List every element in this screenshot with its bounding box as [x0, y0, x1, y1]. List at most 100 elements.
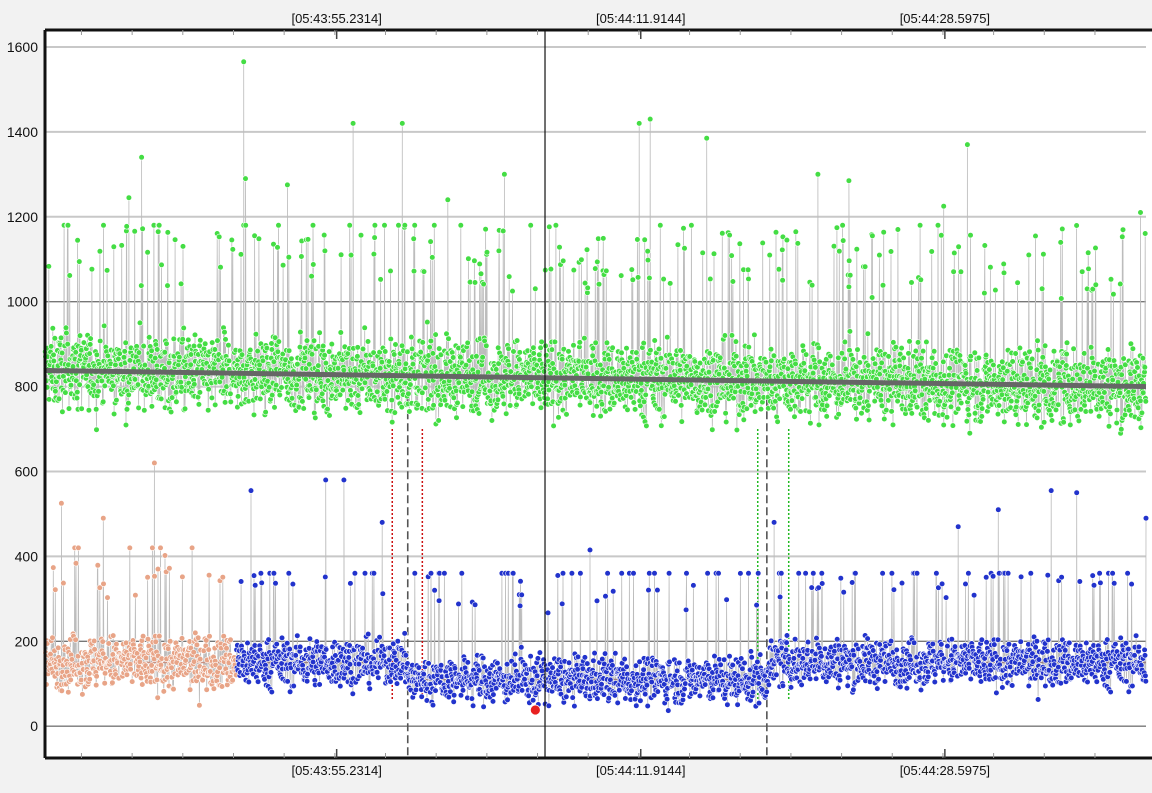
- series-0-point: [146, 335, 152, 341]
- series-0-point: [309, 352, 315, 358]
- series-0-point: [345, 351, 351, 357]
- series-0-point: [48, 344, 54, 350]
- series-0-point: [763, 359, 769, 365]
- series-0-point: [711, 251, 717, 257]
- series-0-point: [430, 351, 436, 357]
- series-0-point: [1140, 390, 1146, 396]
- series-0-point: [962, 363, 968, 369]
- series-2-point: [666, 708, 672, 714]
- series-0-point: [585, 371, 591, 377]
- series-2-point: [286, 571, 292, 577]
- series-0-point: [913, 348, 919, 354]
- series-0-point: [1121, 356, 1127, 362]
- series-0-point: [842, 339, 848, 345]
- series-0-point: [899, 345, 905, 351]
- series-0-point: [1142, 231, 1148, 237]
- series-0-point: [723, 419, 729, 425]
- series-2-point: [371, 571, 377, 577]
- series-0-point: [421, 269, 427, 275]
- series-0-point: [888, 249, 894, 255]
- series-2-point: [266, 637, 272, 643]
- series-0-point: [909, 411, 915, 417]
- series-0-point: [901, 355, 907, 361]
- series-0-point: [752, 332, 758, 338]
- series-1-point: [110, 680, 116, 686]
- series-0-point: [280, 262, 286, 268]
- series-1-point: [110, 633, 116, 639]
- series-0-point: [285, 182, 291, 188]
- series-0-point: [97, 338, 103, 344]
- series-0-point: [587, 400, 593, 406]
- series-0-point: [644, 423, 650, 429]
- series-0-point: [77, 382, 83, 388]
- series-2-point: [341, 477, 347, 483]
- series-1-point: [76, 545, 82, 551]
- series-0-point: [771, 353, 777, 359]
- series-0-point: [937, 399, 943, 405]
- series-1-point: [129, 679, 135, 685]
- series-0-point: [731, 395, 737, 401]
- series-0-point: [906, 351, 912, 357]
- series-2-point: [252, 583, 258, 589]
- series-0-point: [428, 338, 434, 344]
- series-1-point: [127, 545, 133, 551]
- series-0-point: [295, 361, 301, 367]
- series-0-point: [956, 244, 962, 250]
- series-0-point: [1034, 415, 1040, 421]
- series-0-point: [673, 399, 679, 405]
- series-0-point: [1035, 338, 1041, 344]
- series-0-point: [132, 229, 138, 235]
- series-0-point: [379, 359, 385, 365]
- series-0-point: [746, 344, 752, 350]
- series-0-point: [215, 338, 221, 344]
- series-0-point: [958, 400, 964, 406]
- series-0-point: [619, 350, 625, 356]
- series-0-point: [258, 396, 264, 402]
- series-0-point: [663, 366, 669, 372]
- series-0-point: [743, 368, 749, 374]
- series-0-point: [834, 225, 840, 231]
- series-0-point: [99, 378, 105, 384]
- series-2-point: [271, 571, 277, 577]
- series-1-point: [187, 687, 193, 693]
- series-0-point: [251, 412, 257, 418]
- series-0-point: [866, 417, 872, 423]
- series-0-point: [1013, 351, 1019, 357]
- series-0-point: [1120, 234, 1126, 240]
- series-0-point: [46, 397, 52, 403]
- series-0-point: [75, 389, 81, 395]
- series-0-point: [365, 339, 371, 345]
- series-0-point: [94, 427, 100, 433]
- series-2-point: [490, 699, 496, 705]
- series-2-point: [480, 655, 486, 661]
- series-0-point: [893, 344, 899, 350]
- series-0-point: [1026, 252, 1032, 258]
- series-0-point: [263, 409, 269, 415]
- series-0-point: [388, 336, 394, 342]
- series-0-point: [803, 352, 809, 358]
- series-0-point: [1143, 399, 1149, 405]
- series-0-point: [843, 366, 849, 372]
- series-0-point: [355, 345, 361, 351]
- series-0-point: [77, 333, 83, 339]
- series-0-point: [166, 360, 172, 366]
- series-0-point: [556, 415, 562, 421]
- series-0-point: [408, 382, 414, 388]
- series-2-point: [268, 670, 274, 676]
- series-0-point: [1086, 266, 1092, 272]
- series-0-point: [720, 231, 726, 237]
- series-0-point: [598, 413, 604, 419]
- series-0-point: [119, 243, 125, 249]
- series-2-point: [392, 650, 398, 656]
- series-0-point: [827, 393, 833, 399]
- series-2-point: [465, 660, 471, 666]
- series-0-point: [767, 252, 773, 258]
- series-0-point: [164, 341, 170, 347]
- series-0-point: [599, 389, 605, 395]
- series-0-point: [730, 279, 736, 285]
- series-0-point: [991, 362, 997, 368]
- series-0-point: [1024, 422, 1030, 428]
- series-1-point: [93, 682, 99, 688]
- series-1-point: [106, 641, 112, 647]
- series-0-point: [159, 262, 165, 268]
